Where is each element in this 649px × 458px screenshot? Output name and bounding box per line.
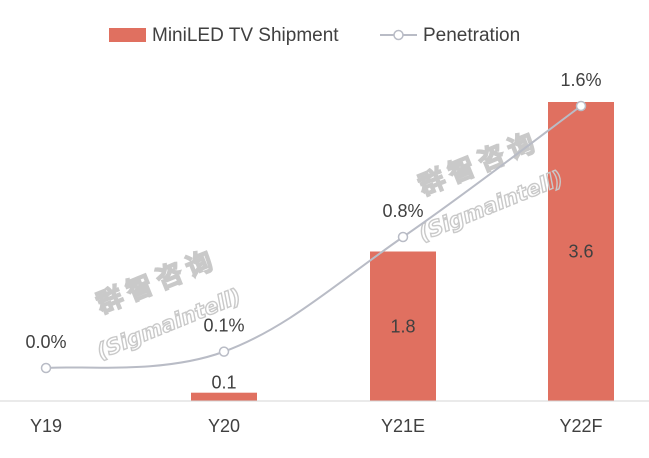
legend-bar-swatch bbox=[109, 28, 146, 42]
legend-line-label: Penetration bbox=[423, 25, 520, 46]
bar-y21e bbox=[370, 251, 436, 401]
legend: MiniLED TV Shipment Penetration bbox=[109, 25, 520, 46]
labels-layer: 0.1 1.8 3.6 0.0% 0.1% 0.8% 1.6% Y19 Y20 Y21E Y22F bbox=[25, 70, 602, 436]
watermark-right: 群智咨询 (Sigmaintell) bbox=[413, 124, 568, 246]
penetration-value-label: 0.8% bbox=[382, 201, 423, 221]
bar-value-label: 0.1 bbox=[211, 373, 236, 393]
watermark-layer: 群智咨询 (Sigmaintell) 群智咨询 (Sigmaintell) bbox=[91, 124, 568, 364]
penetration-value-label: 0.0% bbox=[25, 332, 66, 352]
x-tick-label: Y19 bbox=[30, 416, 62, 436]
penetration-point-y21e bbox=[397, 231, 409, 243]
x-tick-label: Y22F bbox=[559, 416, 602, 436]
penetration-value-label: 0.1% bbox=[203, 316, 244, 336]
legend-bar-label: MiniLED TV Shipment bbox=[152, 25, 339, 46]
bar-y20 bbox=[191, 392, 257, 401]
x-tick-label: Y20 bbox=[208, 416, 240, 436]
penetration-value-label: 1.6% bbox=[560, 70, 601, 90]
penetration-point-y19 bbox=[40, 362, 52, 374]
x-tick-label: Y21E bbox=[381, 416, 425, 436]
penetration-point-y20 bbox=[218, 346, 230, 357]
bars-layer bbox=[191, 102, 614, 401]
bar-value-label: 3.6 bbox=[568, 242, 593, 262]
bar-y22f bbox=[548, 102, 614, 401]
penetration-point-y22f bbox=[575, 100, 587, 112]
watermark-left: 群智咨询 (Sigmaintell) bbox=[91, 242, 246, 364]
penetration-line bbox=[45, 105, 582, 369]
legend-line-marker bbox=[393, 29, 404, 41]
bar-value-label: 1.8 bbox=[390, 316, 415, 336]
line-layer bbox=[40, 100, 587, 374]
